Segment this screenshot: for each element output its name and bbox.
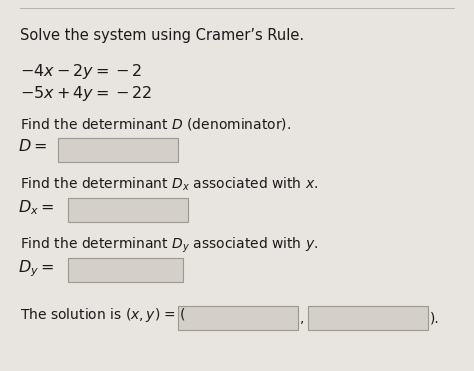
Text: Find the determinant $D_y$ associated with $y$.: Find the determinant $D_y$ associated wi… [20,236,318,255]
Text: $-4x - 2y = -2$: $-4x - 2y = -2$ [20,62,142,81]
Text: The solution is $(x, y)$ = (: The solution is $(x, y)$ = ( [20,306,186,324]
Text: ,: , [300,311,304,325]
FancyBboxPatch shape [178,306,298,330]
FancyBboxPatch shape [68,258,183,282]
Text: Find the determinant $D$ (denominator).: Find the determinant $D$ (denominator). [20,116,291,132]
Text: $-5x + 4y = -22$: $-5x + 4y = -22$ [20,84,152,103]
Text: ).: ). [430,311,440,325]
Text: $D_y=$: $D_y=$ [18,258,54,279]
FancyBboxPatch shape [308,306,428,330]
Text: Find the determinant $D_x$ associated with $x$.: Find the determinant $D_x$ associated wi… [20,176,318,193]
Text: $D=$: $D=$ [18,138,47,154]
FancyBboxPatch shape [58,138,178,162]
Text: Solve the system using Cramer’s Rule.: Solve the system using Cramer’s Rule. [20,28,304,43]
Text: $D_x=$: $D_x=$ [18,198,54,217]
FancyBboxPatch shape [68,198,188,222]
